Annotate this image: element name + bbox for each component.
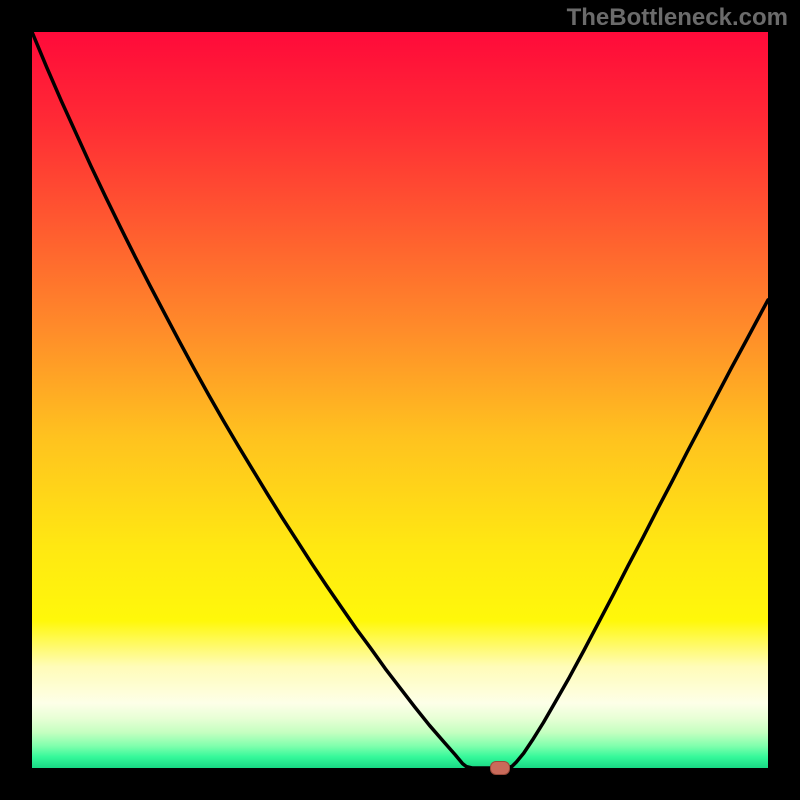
bottleneck-chart: [32, 32, 768, 768]
chart-container: { "canvas": { "width": 800, "height": 80…: [0, 0, 800, 800]
watermark-text: TheBottleneck.com: [567, 4, 788, 32]
optimal-point-marker: [490, 761, 510, 775]
